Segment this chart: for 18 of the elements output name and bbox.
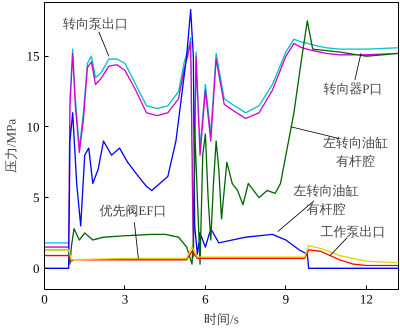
annotation: 左转向油缸有杆腔 xyxy=(294,183,359,216)
y-tick-label: 0 xyxy=(33,260,40,276)
x-axis-title: 时间/s xyxy=(204,312,239,326)
annotation: 工作泵出口 xyxy=(320,224,386,240)
annotation: 左转向油缸有杆腔 xyxy=(323,134,388,168)
x-tick-label: 9 xyxy=(282,292,290,306)
x-tick-label: 6 xyxy=(202,292,210,306)
line-series xyxy=(44,249,398,266)
line-series xyxy=(44,245,398,264)
annotation: 转向器P口 xyxy=(323,81,383,96)
y-tick-label: 5 xyxy=(33,190,40,206)
y-axis-title: 压力/MPa xyxy=(4,118,18,174)
annotation: 优先阀EF口 xyxy=(99,202,167,218)
y-tick-label: 10 xyxy=(26,119,40,134)
annotation: 转向泵出口 xyxy=(62,16,128,32)
y-tick-label: 15 xyxy=(26,48,40,64)
x-tick-label: 12 xyxy=(360,292,373,306)
x-tick-label: 3 xyxy=(122,292,128,306)
